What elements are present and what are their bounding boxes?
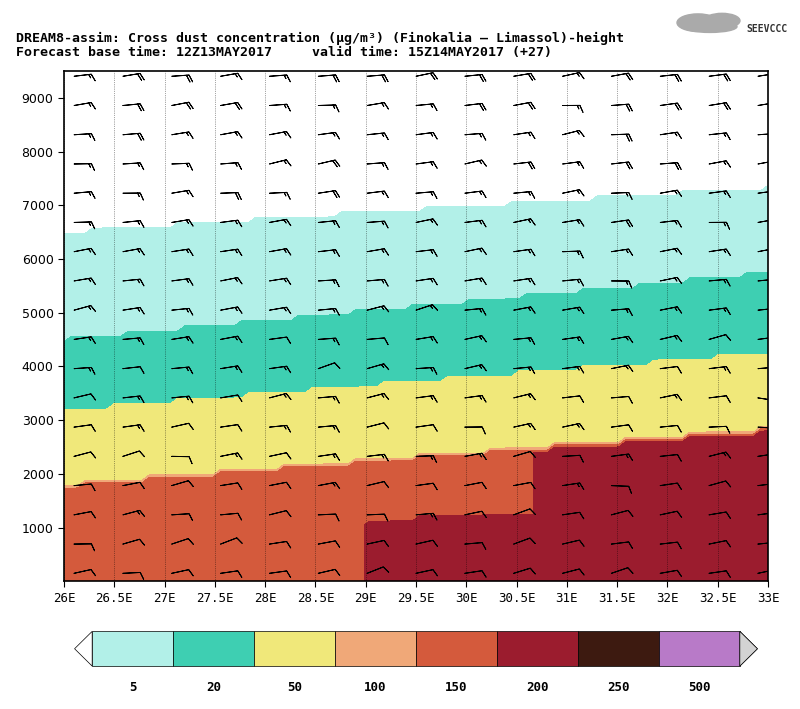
Text: DREAM8-assim: Cross dust concentration (μg/m³) (Finokalia – Limassol)-height: DREAM8-assim: Cross dust concentration (… xyxy=(16,32,624,45)
Polygon shape xyxy=(173,631,254,666)
Ellipse shape xyxy=(683,21,737,33)
Text: 20: 20 xyxy=(206,681,221,694)
Polygon shape xyxy=(74,631,92,666)
Polygon shape xyxy=(740,631,758,666)
Text: 250: 250 xyxy=(607,681,630,694)
Polygon shape xyxy=(335,631,416,666)
Text: 150: 150 xyxy=(446,681,468,694)
Polygon shape xyxy=(659,631,740,666)
Polygon shape xyxy=(254,631,335,666)
Polygon shape xyxy=(578,631,659,666)
Text: 100: 100 xyxy=(364,681,386,694)
Text: 200: 200 xyxy=(526,681,549,694)
Text: 50: 50 xyxy=(287,681,302,694)
Text: Forecast base time: 12Z13MAY2017     valid time: 15Z14MAY2017 (+27): Forecast base time: 12Z13MAY2017 valid t… xyxy=(16,46,552,59)
Text: SEEVCCC: SEEVCCC xyxy=(746,23,787,33)
Text: 5: 5 xyxy=(129,681,136,694)
Polygon shape xyxy=(497,631,578,666)
Polygon shape xyxy=(416,631,497,666)
Ellipse shape xyxy=(704,13,740,28)
Polygon shape xyxy=(92,631,173,666)
Ellipse shape xyxy=(677,14,719,31)
Polygon shape xyxy=(740,631,758,666)
Text: 500: 500 xyxy=(688,681,710,694)
